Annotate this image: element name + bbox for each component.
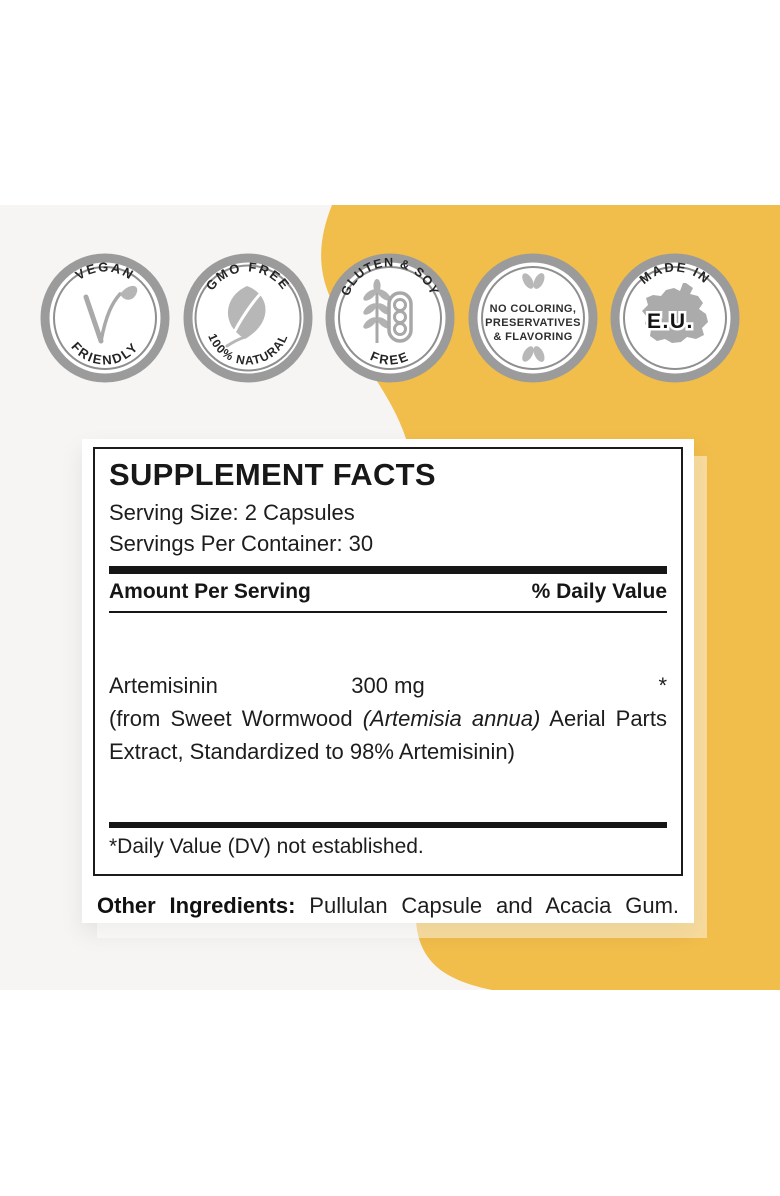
europe-map-icon (642, 283, 708, 343)
divider-thick-footnote (109, 822, 667, 828)
divider-thick (109, 566, 667, 574)
badge-vegan-friendly: VEGAN FRIENDLY (40, 253, 170, 383)
supplement-facts-title: SUPPLEMENT FACTS (109, 457, 436, 492)
ingredient-amount: 300 mg (351, 673, 425, 698)
other-ingredients: Other Ingredients: Pullulan Capsule and … (97, 893, 679, 919)
svg-text:VEGAN: VEGAN (73, 259, 138, 282)
vegan-leaf-check-icon (83, 285, 138, 344)
supplement-facts-card: SUPPLEMENT FACTS Serving Size: 2 Capsule… (82, 439, 694, 923)
divider-thin (109, 611, 667, 613)
description-botanical-name: (Artemisia annua) (362, 706, 541, 731)
column-header-row: Amount Per Serving % Daily Value (109, 574, 667, 611)
serving-size: Serving Size: 2 Capsules (109, 500, 355, 525)
badge-gmo-free: GMO FREE 100% NATURAL (183, 253, 313, 383)
daily-value-footnote: *Daily Value (DV) not established. (109, 835, 424, 858)
leaf-icon (225, 286, 265, 348)
description-pre: (from Sweet Wormwood (109, 706, 363, 731)
badge-line-3: & FLAVORING (493, 331, 572, 343)
ingredient-name: Artemisinin (109, 673, 218, 698)
badge-line-1: NO COLORING, (489, 303, 576, 315)
leaves-icon (521, 273, 544, 362)
ingredient-description: (from Sweet Wormwood (Artemisia annua) A… (109, 702, 667, 768)
description-post: Aerial Parts Extract, Standardized to 98… (109, 706, 667, 764)
badge-top-label: VEGAN (73, 259, 136, 282)
badge-gluten-soy-free: GLUTEN & SOY FREE (325, 253, 455, 383)
svg-text:FREE: FREE (368, 348, 411, 367)
other-ingredients-text: Pullulan Capsule and Acacia Gum. (295, 893, 680, 918)
badge-center-label: E.U. (647, 310, 694, 333)
servings-per-container: Servings Per Container: 30 (109, 531, 374, 556)
amount-per-serving-header: Amount Per Serving (109, 580, 311, 603)
badges-row: VEGAN FRIENDLY GMO FREE (40, 253, 740, 383)
ingredient-row: Artemisinin 300 mg * (109, 673, 667, 699)
wheat-soy-icon (363, 279, 413, 343)
badge-made-in-eu: MADE IN E.U. (610, 253, 740, 383)
daily-value-header: % Daily Value (531, 580, 667, 603)
badge-no-additives: NO COLORING, PRESERVATIVES & FLAVORING (468, 253, 598, 383)
content-band: VEGAN FRIENDLY GMO FREE (0, 205, 780, 990)
other-ingredients-label: Other Ingredients: (97, 893, 296, 918)
ingredient-daily-value: * (658, 673, 667, 698)
supplement-facts-box: SUPPLEMENT FACTS Serving Size: 2 Capsule… (93, 447, 683, 876)
badge-line-2: PRESERVATIVES (485, 317, 581, 329)
badge-bottom-label: FREE (368, 348, 409, 367)
